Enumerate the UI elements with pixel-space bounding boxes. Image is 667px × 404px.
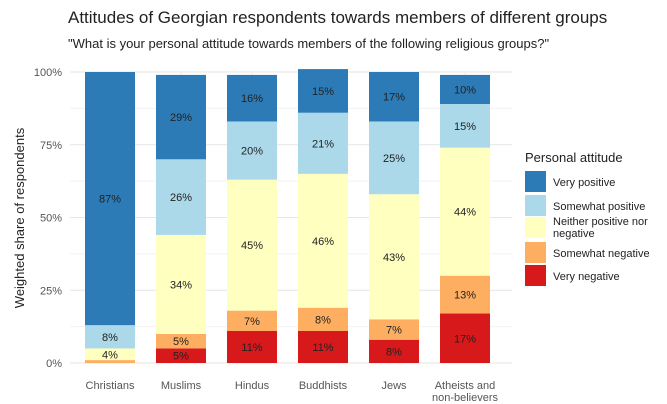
data-label: 13% <box>454 290 476 302</box>
bar-segment-neither-positive-nor-negative <box>227 179 277 311</box>
bar-segment-somewhat-negative <box>156 333 206 349</box>
data-label: 10% <box>454 84 476 96</box>
bar-segment-somewhat-positive <box>156 159 206 235</box>
bar-segment-very-positive <box>440 74 490 105</box>
data-label: 11% <box>241 342 262 354</box>
legend-swatch <box>525 171 546 192</box>
y-tick-label: 50% <box>40 213 62 225</box>
x-tick-label: Atheists and <box>435 380 496 392</box>
data-label: 34% <box>170 279 192 291</box>
bar-segment-very-positive <box>227 74 277 122</box>
data-label: 45% <box>241 240 263 252</box>
bar-segment-neither-positive-nor-negative <box>156 234 206 334</box>
data-label: 4% <box>102 349 118 361</box>
x-axis: Christians Muslims Hindus Buddhists Jews Athe… <box>86 380 499 404</box>
data-label: 8% <box>102 332 118 344</box>
bar-segment-very-positive <box>298 69 348 113</box>
bar-segment-neither-positive-nor-negative <box>298 173 348 308</box>
x-tick-label: non-believers <box>432 392 499 404</box>
bar-segment-very-negative <box>369 339 419 363</box>
bar-segment-somewhat-positive <box>369 121 419 195</box>
bar-segment-very-negative <box>156 348 206 363</box>
data-label: 8% <box>386 346 402 358</box>
chart-subtitle: "What is your personal attitude towards … <box>68 36 550 51</box>
bar-segment-very-positive <box>369 72 419 122</box>
data-label: 26% <box>170 192 192 204</box>
bar-segment-somewhat-negative <box>298 307 348 331</box>
x-tick-label: Muslims <box>161 380 202 392</box>
bar-segment-neither-positive-nor-negative <box>369 194 419 320</box>
data-label: 21% <box>312 138 334 150</box>
chart-title: Attitudes of Georgian respondents toward… <box>68 8 608 27</box>
data-label: 16% <box>241 93 263 105</box>
bar-segment-very-positive <box>85 72 135 326</box>
legend: Personal attitude Very positive Somewhat p… <box>525 150 650 286</box>
legend-label: Neither positive nor <box>553 216 648 228</box>
bar-segment-somewhat-positive <box>440 104 490 148</box>
bars <box>85 69 490 363</box>
data-label: 20% <box>241 146 263 158</box>
data-label: 46% <box>312 236 334 248</box>
x-tick-label: Jews <box>381 380 407 392</box>
legend-label: negative <box>553 228 595 240</box>
x-tick-label: Hindus <box>235 380 270 392</box>
legend-label: Somewhat negative <box>553 248 650 260</box>
bar-segment-somewhat-negative <box>440 275 490 314</box>
data-label: 5% <box>173 351 189 363</box>
data-label: 11% <box>312 342 333 354</box>
bar-segment-neither-positive-nor-negative <box>85 348 135 361</box>
bar-segment-somewhat-positive <box>227 121 277 180</box>
bar-segment-somewhat-positive <box>85 325 135 349</box>
data-label: 44% <box>454 207 476 219</box>
y-tick-label: 100% <box>34 67 62 79</box>
legend-label: Somewhat positive <box>553 201 645 213</box>
legend-swatch <box>525 195 546 216</box>
data-label: 87% <box>99 194 121 206</box>
legend-swatch <box>525 265 546 286</box>
bar-segment-somewhat-positive <box>298 112 348 174</box>
legend-title: Personal attitude <box>525 150 623 165</box>
bar-segment-somewhat-negative <box>85 360 135 363</box>
data-label: 5% <box>173 336 189 348</box>
legend-label: Very negative <box>553 271 620 283</box>
data-label: 29% <box>170 112 192 124</box>
data-label: 8% <box>315 314 331 326</box>
y-axis-label: Weighted share of respondents <box>12 127 27 308</box>
data-label: 17% <box>383 92 405 104</box>
y-tick-label: 0% <box>46 358 62 370</box>
y-tick-label: 25% <box>40 285 62 297</box>
bar-segment-somewhat-negative <box>369 319 419 340</box>
data-label: 17% <box>454 333 476 345</box>
data-label: 15% <box>312 86 334 98</box>
bar-segment-neither-positive-nor-negative <box>440 147 490 276</box>
y-tick-label: 75% <box>40 140 62 152</box>
bar-labels: 4% 8% 87% 5% 5% 34% 26% 29% 11% 7% 45% 20% 16% 11% 8% 4… <box>99 84 476 362</box>
bar-segment-somewhat-negative <box>227 310 277 331</box>
legend-swatch <box>525 217 546 238</box>
data-label: 15% <box>454 121 476 133</box>
bar-segment-very-negative <box>440 313 490 363</box>
legend-swatch <box>525 242 546 263</box>
data-label: 43% <box>383 252 405 264</box>
x-tick-label: Christians <box>86 380 135 392</box>
bar-segment-very-negative <box>298 330 348 363</box>
data-label: 7% <box>386 325 402 337</box>
data-label: 7% <box>244 316 260 328</box>
bar-segment-very-positive <box>156 74 206 160</box>
data-label: 25% <box>383 153 405 165</box>
x-tick-label: Buddhists <box>299 380 348 392</box>
y-axis: 0% 25% 50% 75% 100% <box>34 67 62 370</box>
bar-segment-very-negative <box>227 330 277 363</box>
legend-label: Very positive <box>553 177 615 189</box>
